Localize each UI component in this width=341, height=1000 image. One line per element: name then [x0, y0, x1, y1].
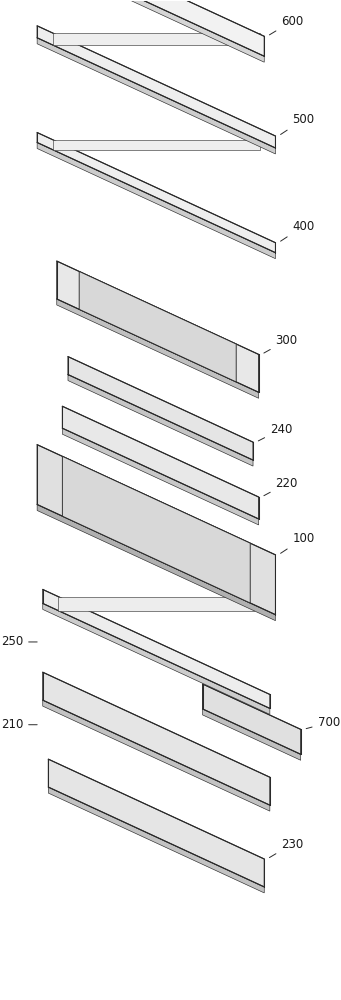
Polygon shape	[203, 709, 301, 760]
Polygon shape	[203, 684, 301, 754]
Polygon shape	[37, 142, 276, 259]
Text: 100: 100	[281, 532, 314, 553]
Polygon shape	[62, 406, 258, 519]
Polygon shape	[79, 271, 236, 382]
Polygon shape	[46, 0, 264, 56]
Polygon shape	[48, 759, 264, 887]
Polygon shape	[37, 504, 276, 621]
Text: 600: 600	[269, 15, 303, 35]
Polygon shape	[37, 26, 276, 148]
Polygon shape	[46, 0, 264, 62]
Text: 210: 210	[1, 718, 37, 731]
Polygon shape	[37, 38, 276, 154]
Polygon shape	[68, 357, 253, 460]
Text: 700: 700	[306, 716, 340, 729]
Polygon shape	[57, 261, 258, 392]
Text: 240: 240	[258, 423, 292, 441]
Polygon shape	[43, 700, 270, 811]
Polygon shape	[58, 597, 254, 611]
Text: 230: 230	[269, 838, 303, 858]
Text: 500: 500	[281, 113, 314, 134]
Polygon shape	[48, 787, 264, 893]
Polygon shape	[43, 672, 270, 805]
Polygon shape	[57, 299, 258, 398]
Polygon shape	[62, 428, 258, 525]
Text: 300: 300	[264, 334, 298, 353]
Polygon shape	[53, 140, 260, 150]
Polygon shape	[43, 589, 270, 708]
Polygon shape	[37, 133, 276, 253]
Polygon shape	[62, 456, 250, 603]
Text: 250: 250	[1, 635, 37, 648]
Polygon shape	[43, 603, 270, 714]
Text: 220: 220	[264, 477, 298, 496]
Polygon shape	[37, 445, 276, 615]
Polygon shape	[53, 33, 260, 45]
Text: 400: 400	[281, 220, 314, 241]
Polygon shape	[68, 375, 253, 466]
